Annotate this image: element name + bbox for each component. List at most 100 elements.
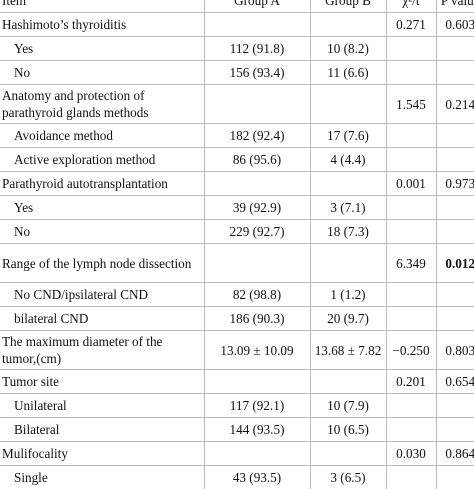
p-value-cell: 0.864 <box>436 442 474 466</box>
p-value-cell <box>436 220 474 244</box>
row-label: Hashimoto’s thyroiditis <box>0 13 204 37</box>
group-b-cell: 18 (7.3) <box>310 220 386 244</box>
group-a-cell: 117 (92.1) <box>204 394 310 418</box>
row-label: No <box>0 220 204 244</box>
row-label: Range of the lymph node dissection <box>0 244 204 283</box>
row-label: Unilateral <box>0 394 204 418</box>
group-b-cell <box>310 85 386 124</box>
header-cell-p: P value <box>436 0 474 13</box>
row-label: Single <box>0 466 204 489</box>
stat-cell <box>386 148 436 172</box>
p-value-cell: 0.012 <box>436 244 474 283</box>
row-label: No <box>0 61 204 85</box>
p-value-cell <box>436 418 474 442</box>
table-row: Anatomy and protection of parathyroid gl… <box>0 85 474 124</box>
stat-cell <box>386 283 436 307</box>
group-a-cell <box>204 13 310 37</box>
header-row: Item Group A Group B χ²/t P value <box>0 0 474 13</box>
table-row: The maximum diameter of the tumor,(cm)13… <box>0 331 474 370</box>
group-a-cell: 86 (95.6) <box>204 148 310 172</box>
row-label: Yes <box>0 37 204 61</box>
group-a-cell: 229 (92.7) <box>204 220 310 244</box>
p-value-cell <box>436 124 474 148</box>
header-cell-item: Item <box>0 0 204 13</box>
group-b-cell <box>310 172 386 196</box>
group-b-cell: 13.68 ± 7.82 <box>310 331 386 370</box>
stat-cell: 0.030 <box>386 442 436 466</box>
group-b-cell <box>310 244 386 283</box>
row-label: Avoidance method <box>0 124 204 148</box>
row-label: Tumor site <box>0 370 204 394</box>
group-b-cell: 1 (1.2) <box>310 283 386 307</box>
header-cell-group-b: Group B <box>310 0 386 13</box>
p-value-cell: 0.654 <box>436 370 474 394</box>
group-b-cell: 11 (6.6) <box>310 61 386 85</box>
group-b-cell: 4 (4.4) <box>310 148 386 172</box>
row-label: bilateral CND <box>0 307 204 331</box>
group-a-cell: 156 (93.4) <box>204 61 310 85</box>
group-a-cell <box>204 85 310 124</box>
stat-cell: 6.349 <box>386 244 436 283</box>
group-b-cell <box>310 13 386 37</box>
group-a-cell: 43 (93.5) <box>204 466 310 489</box>
group-b-cell: 3 (7.1) <box>310 196 386 220</box>
group-a-cell: 112 (91.8) <box>204 37 310 61</box>
row-label: Mulifocality <box>0 442 204 466</box>
row-label: Anatomy and protection of parathyroid gl… <box>0 85 204 124</box>
stat-cell <box>386 307 436 331</box>
row-label: Parathyroid autotransplantation <box>0 172 204 196</box>
group-b-cell <box>310 370 386 394</box>
stat-cell <box>386 196 436 220</box>
group-a-cell: 39 (92.9) <box>204 196 310 220</box>
group-a-cell: 186 (90.3) <box>204 307 310 331</box>
row-label: Yes <box>0 196 204 220</box>
stat-cell <box>386 418 436 442</box>
p-value-cell <box>436 61 474 85</box>
group-a-cell <box>204 442 310 466</box>
stat-cell: 0.201 <box>386 370 436 394</box>
header-cell-stat: χ²/t <box>386 0 436 13</box>
group-b-cell: 10 (6.5) <box>310 418 386 442</box>
stat-cell <box>386 466 436 489</box>
p-value-cell <box>436 37 474 61</box>
group-b-cell: 10 (8.2) <box>310 37 386 61</box>
group-a-cell: 182 (92.4) <box>204 124 310 148</box>
group-b-cell <box>310 442 386 466</box>
stat-cell: −0.250 <box>386 331 436 370</box>
p-value-cell <box>436 394 474 418</box>
group-a-cell: 82 (98.8) <box>204 283 310 307</box>
group-b-cell: 17 (7.6) <box>310 124 386 148</box>
stat-cell <box>386 37 436 61</box>
p-value-cell: 0.973 <box>436 172 474 196</box>
row-label: The maximum diameter of the tumor,(cm) <box>0 331 204 370</box>
group-b-cell: 3 (6.5) <box>310 466 386 489</box>
p-value-cell <box>436 283 474 307</box>
stat-cell: 1.545 <box>386 85 436 124</box>
p-value-cell: 0.803 <box>436 331 474 370</box>
group-a-cell <box>204 370 310 394</box>
p-value-cell <box>436 196 474 220</box>
group-a-cell: 144 (93.5) <box>204 418 310 442</box>
row-label: No CND/ipsilateral CND <box>0 283 204 307</box>
stat-cell <box>386 61 436 85</box>
group-a-cell: 13.09 ± 10.09 <box>204 331 310 370</box>
stat-cell <box>386 124 436 148</box>
group-a-cell <box>204 172 310 196</box>
row-label: Bilateral <box>0 418 204 442</box>
p-value-cell <box>436 148 474 172</box>
stat-cell: 0.271 <box>386 13 436 37</box>
